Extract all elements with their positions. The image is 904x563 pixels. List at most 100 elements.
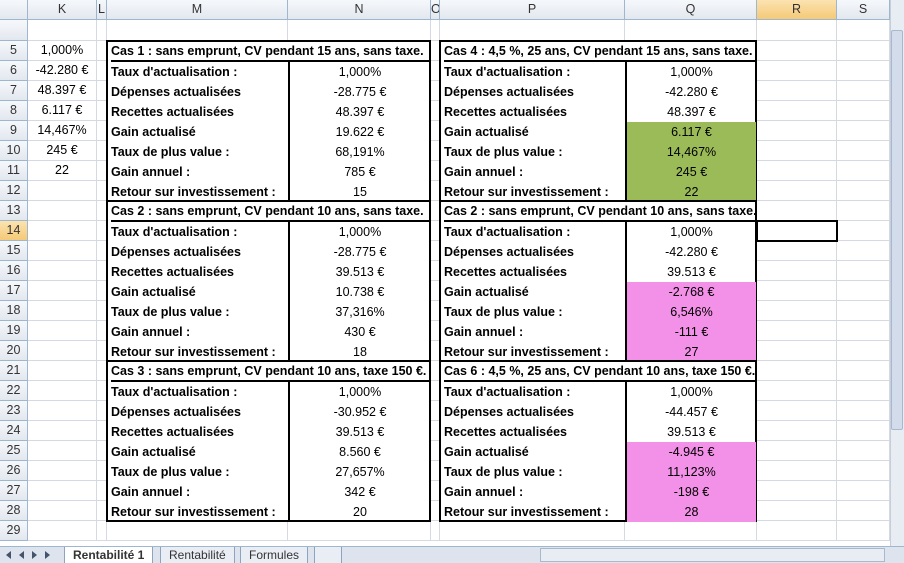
column-header[interactable]: O <box>431 0 440 20</box>
row-value: 39.513 € <box>335 425 385 439</box>
row-value: 1,000% <box>670 65 713 79</box>
column-header[interactable]: K <box>28 0 97 20</box>
column-header[interactable]: R <box>757 0 837 20</box>
row-value: 342 € <box>344 485 376 499</box>
row-header[interactable]: 28 <box>0 501 28 521</box>
row-label: Taux de plus value : <box>111 145 230 159</box>
row-header[interactable]: 23 <box>0 401 28 421</box>
cell <box>28 401 97 421</box>
cell <box>97 20 107 41</box>
cell <box>757 121 837 141</box>
row-header[interactable]: 19 <box>0 321 28 341</box>
case-title: Cas 3 : sans emprunt, CV pendant 10 ans,… <box>111 362 429 382</box>
column-header[interactable]: L <box>97 0 107 20</box>
row-label: Dépenses actualisées <box>444 405 574 419</box>
scroll-thumb[interactable] <box>891 30 903 430</box>
row-header[interactable]: 7 <box>0 81 28 101</box>
row-label: Gain actualisé <box>111 285 196 299</box>
cell <box>757 181 837 201</box>
highlight <box>627 282 756 302</box>
row-header[interactable]: 22 <box>0 381 28 401</box>
column-header[interactable]: M <box>107 0 288 20</box>
cell <box>837 501 890 521</box>
row-header[interactable]: 9 <box>0 121 28 141</box>
row-value: 68,191% <box>335 145 385 159</box>
case-block: Cas 6 : 4,5 %, 25 ans, CV pendant 10 ans… <box>439 360 757 522</box>
cell <box>28 221 97 241</box>
tab-nav-button[interactable] <box>19 551 24 559</box>
row-header[interactable]: 5 <box>0 41 28 61</box>
row-label: Retour sur investissement : <box>444 185 609 199</box>
row-label: Taux de plus value : <box>444 465 563 479</box>
cell <box>431 521 440 541</box>
cell <box>837 221 890 241</box>
cell <box>757 501 837 521</box>
cell <box>440 20 625 41</box>
cell <box>28 41 97 61</box>
row-label: Gain annuel : <box>444 485 524 499</box>
tab-nav-button[interactable] <box>6 551 11 559</box>
cell <box>288 20 431 41</box>
cell <box>288 521 431 541</box>
highlight <box>627 142 756 162</box>
cell <box>28 521 97 541</box>
column-header[interactable]: Q <box>625 0 757 20</box>
divider <box>288 382 290 522</box>
column-header[interactable]: S <box>837 0 890 20</box>
cell <box>28 81 97 101</box>
sheet-tab[interactable]: Rentabilité <box>160 547 235 563</box>
cell <box>28 281 97 301</box>
row-label: Taux de plus value : <box>111 465 230 479</box>
row-value: 39.513 € <box>667 265 716 279</box>
cell <box>28 461 97 481</box>
row-header[interactable]: 21 <box>0 361 28 381</box>
row-header[interactable]: 14 <box>0 221 28 241</box>
case-title: Cas 6 : 4,5 %, 25 ans, CV pendant 10 ans… <box>444 362 755 382</box>
case-block: Cas 1 : sans emprunt, CV pendant 15 ans,… <box>106 40 431 202</box>
row-header[interactable]: 16 <box>0 261 28 281</box>
row-header[interactable]: 15 <box>0 241 28 261</box>
row-label: Dépenses actualisées <box>111 85 241 99</box>
row-header[interactable]: 18 <box>0 301 28 321</box>
column-header[interactable]: N <box>288 0 431 20</box>
cell <box>28 481 97 501</box>
row-header[interactable]: 10 <box>0 141 28 161</box>
case-block: Cas 2 : sans emprunt, CV pendant 10 ans,… <box>106 200 431 362</box>
sheet-tab-bar: Rentabilité 1 Rentabilité Formules <box>0 546 904 563</box>
row-header[interactable]: 20 <box>0 341 28 361</box>
row-label: Gain annuel : <box>444 325 524 339</box>
highlight <box>627 322 756 342</box>
row-header[interactable]: 12 <box>0 181 28 201</box>
row-header[interactable]: 29 <box>0 521 28 541</box>
k-cell: 6.117 € <box>41 103 83 117</box>
row-value: 48.397 € <box>335 105 385 119</box>
row-label: Recettes actualisées <box>111 105 234 119</box>
cell <box>837 181 890 201</box>
row-label: Gain actualisé <box>111 445 196 459</box>
k-cell: 14,467% <box>37 123 87 137</box>
row-value: 15 <box>353 185 367 199</box>
case-block: Cas 2 : sans emprunt, CV pendant 10 ans,… <box>439 200 757 362</box>
row-header[interactable]: 11 <box>0 161 28 181</box>
cell <box>837 20 890 41</box>
tab-nav-button[interactable] <box>32 551 37 559</box>
tab-nav-button[interactable] <box>45 551 50 559</box>
new-sheet-tab[interactable] <box>314 547 342 563</box>
row-header[interactable]: 17 <box>0 281 28 301</box>
row-header[interactable]: 13 <box>0 201 28 221</box>
row-header[interactable]: 6 <box>0 61 28 81</box>
column-header[interactable]: P <box>440 0 625 20</box>
row-value: 48.397 € <box>667 105 716 119</box>
horizontal-scrollbar[interactable] <box>540 548 885 562</box>
cell <box>757 141 837 161</box>
sheet-tab[interactable]: Rentabilité 1 <box>64 547 154 563</box>
sheet-tab[interactable]: Formules <box>240 547 309 563</box>
row-header[interactable]: 24 <box>0 421 28 441</box>
row-value: 20 <box>353 505 367 519</box>
row-header[interactable]: 25 <box>0 441 28 461</box>
row-header[interactable]: 8 <box>0 101 28 121</box>
row-header[interactable]: 26 <box>0 461 28 481</box>
highlight <box>627 342 756 362</box>
row-header[interactable]: 27 <box>0 481 28 501</box>
